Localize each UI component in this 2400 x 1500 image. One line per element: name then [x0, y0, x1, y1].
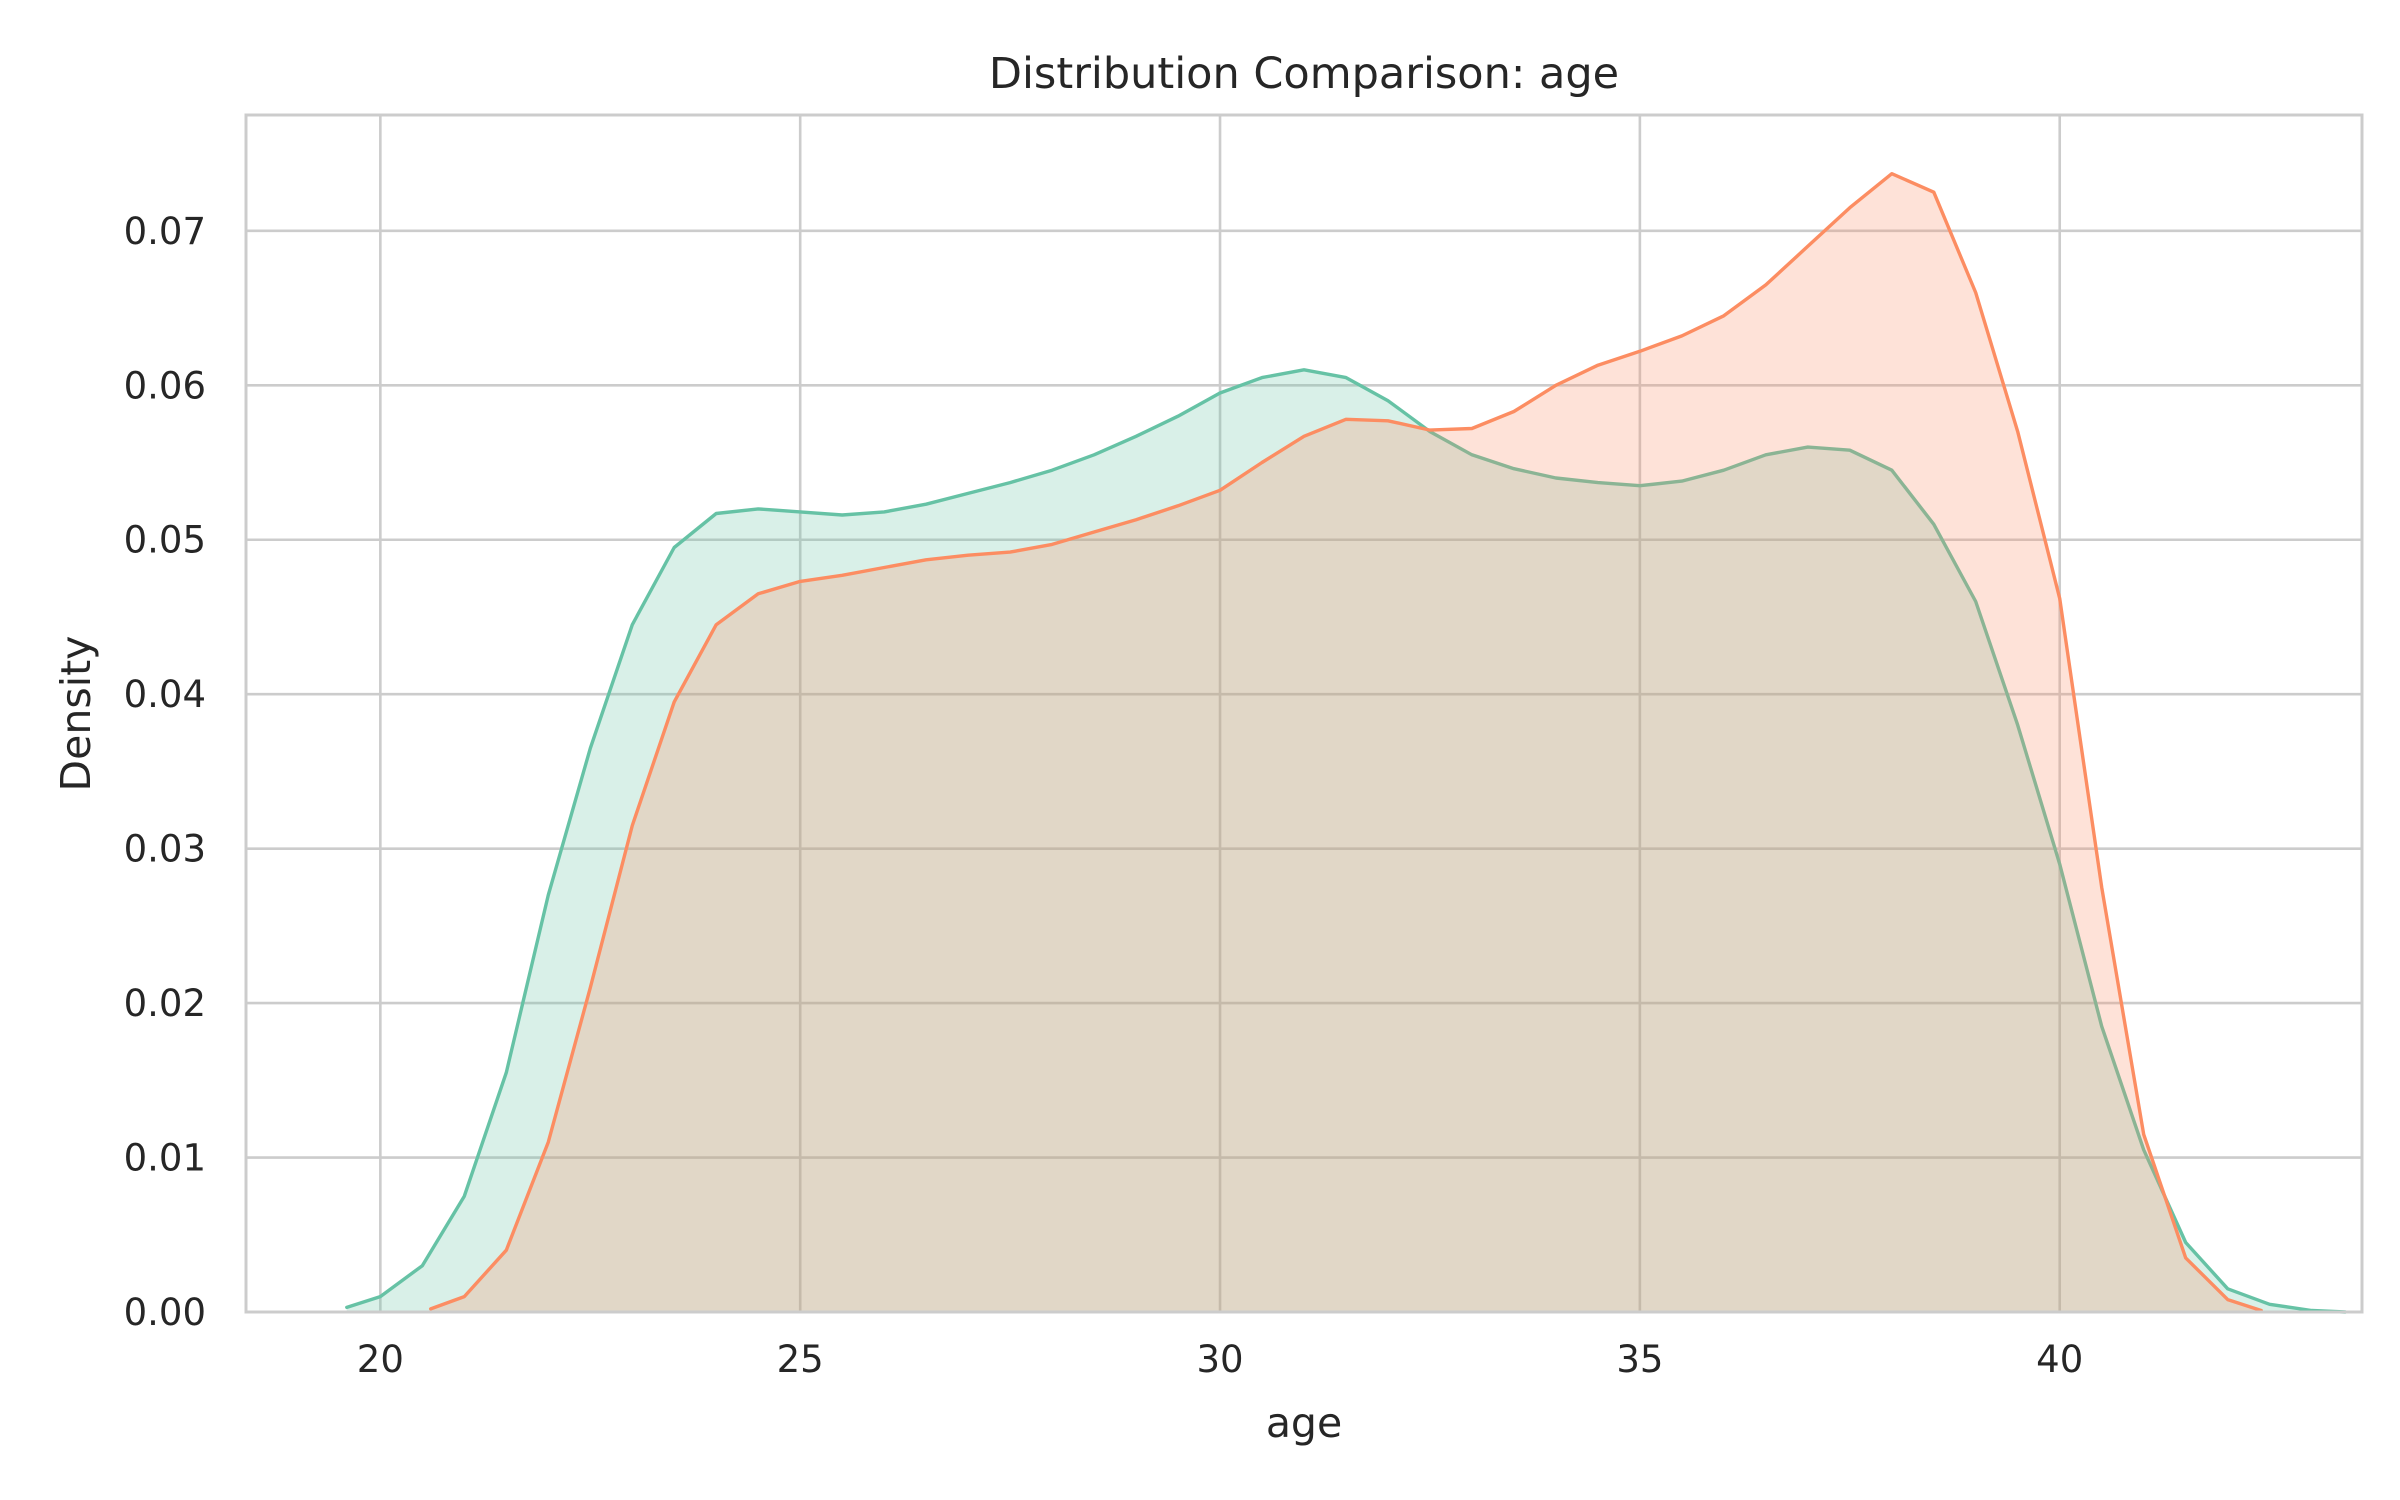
y-tick-label: 0.07 [124, 210, 206, 253]
x-tick-label: 40 [2036, 1338, 2083, 1381]
y-tick-label: 0.03 [124, 828, 206, 871]
chart-title: Distribution Comparison: age [989, 49, 1619, 99]
density-line-1 [345, 368, 2347, 1314]
density-area-1 [346, 369, 2346, 1312]
x-axis-title: age [1266, 1399, 1342, 1447]
y-tick-label: 0.01 [124, 1137, 206, 1180]
y-axis-title: Density [52, 636, 100, 792]
y-tick-label: 0.02 [124, 982, 206, 1025]
tick-labels: 20 25 30 35 40 0.00 0.01 0.02 0.03 0.04 0.05 0.06 0.… [124, 210, 2084, 1381]
x-tick-label: 25 [777, 1338, 824, 1381]
x-tick-label: 35 [1616, 1338, 1663, 1381]
y-tick-label: 0.00 [124, 1291, 206, 1334]
axes-frame [244, 113, 2364, 1314]
y-tick-label: 0.04 [124, 673, 206, 716]
y-tick-label: 0.06 [124, 364, 206, 407]
y-tick-label: 0.05 [124, 519, 206, 562]
x-tick-label: 30 [1196, 1338, 1243, 1381]
density-line-2 [429, 172, 2263, 1313]
x-tick-label: 20 [357, 1338, 404, 1381]
density-area-2 [430, 173, 2262, 1313]
density-series [345, 172, 2347, 1314]
